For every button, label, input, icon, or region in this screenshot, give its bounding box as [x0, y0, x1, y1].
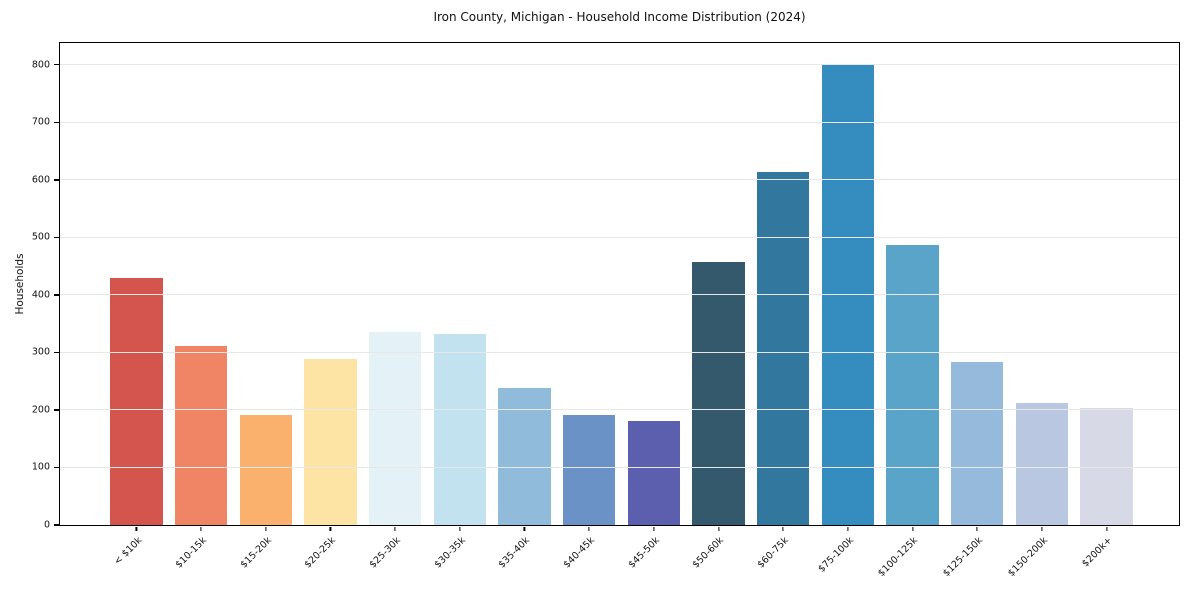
bar: [951, 361, 1004, 525]
bar: [110, 277, 163, 525]
x-tick-mark: [135, 526, 137, 531]
x-tick-mark: [523, 526, 526, 531]
y-axis-label: Households: [14, 253, 26, 315]
bar: [757, 172, 810, 525]
y-tick-label: 300: [31, 346, 50, 358]
bar: [562, 415, 616, 525]
y-tick-label: 0: [43, 519, 50, 531]
bar-slot: $40-45k: [557, 43, 622, 570]
x-tick-label: $60-75k: [755, 535, 791, 571]
bar-slot: $150-200k: [1006, 43, 1075, 579]
x-tick-label: $50-60k: [690, 535, 727, 571]
bar-slot: $50-60k: [686, 43, 751, 570]
bar: [1080, 407, 1133, 525]
y-tick-mark: [53, 294, 59, 296]
x-tick-label: $100-125k: [876, 535, 921, 580]
bar-slot: $60-75k: [751, 43, 816, 570]
bar: [239, 415, 292, 525]
x-tick-mark: [912, 526, 914, 531]
x-tick-label: $125-150k: [941, 535, 986, 580]
bar-slot: $30-35k: [427, 43, 492, 570]
x-tick-mark: [329, 526, 331, 531]
bar: [433, 334, 486, 525]
x-tick-label: $20-25k: [302, 535, 339, 571]
x-tick-mark: [653, 526, 655, 531]
y-tick-label: 400: [31, 289, 50, 301]
y-tick-mark: [53, 409, 59, 411]
y-tick-label: 600: [31, 174, 50, 186]
bar-slot: $15-20k: [233, 43, 298, 570]
x-tick-mark: [847, 526, 849, 531]
x-tick-label: $25-30k: [367, 535, 403, 571]
x-tick-mark: [717, 526, 720, 531]
x-tick-label: $30-35k: [432, 535, 468, 571]
y-tick-mark: [53, 64, 59, 66]
x-tick-mark: [1106, 526, 1108, 531]
x-tick-label: $10-15k: [173, 535, 209, 571]
x-tick-mark: [394, 526, 396, 531]
y-tick-label: 200: [31, 404, 50, 416]
x-tick-label: $35-40k: [496, 535, 533, 571]
y-tick-mark: [53, 179, 59, 181]
x-tick-label: $40-45k: [561, 535, 597, 571]
y-tick-mark: [53, 236, 59, 239]
bar: [498, 388, 551, 525]
x-tick-mark: [588, 526, 590, 531]
bar: [821, 64, 875, 525]
x-tick-mark: [200, 526, 202, 531]
x-tick-mark: [459, 526, 461, 531]
x-tick-label: $75-100k: [815, 535, 856, 575]
bar-slot: $45-50k: [622, 43, 687, 570]
plot-area: < $10k $10-15k $15-20k $20-25k $25-30k $30-35…: [32, 42, 1180, 579]
y-tick-mark: [53, 121, 59, 123]
bars-container: < $10k $10-15k $15-20k $20-25k $25-30k $30-35…: [104, 43, 1139, 579]
x-tick-label: $45-50k: [626, 535, 662, 571]
x-tick-label: $15-20k: [238, 535, 274, 571]
bar-slot: $75-100k: [816, 43, 881, 575]
bar-slot: < $10k: [104, 43, 169, 567]
y-tick-label: 100: [31, 461, 50, 473]
x-tick-mark: [976, 526, 978, 531]
bar: [304, 359, 357, 525]
x-tick-mark: [265, 526, 267, 531]
y-tick-label: 700: [31, 116, 50, 128]
y-tick-label: 500: [31, 231, 50, 243]
x-tick-label: $150-200k: [1005, 535, 1050, 580]
bar: [692, 262, 745, 525]
bar: [627, 420, 681, 525]
bar: [368, 332, 422, 525]
bar-slot: $125-150k: [941, 43, 1010, 579]
bar: [174, 346, 228, 525]
y-tick-label: 800: [31, 59, 50, 71]
y-tick-mark: [53, 524, 59, 526]
x-tick-mark: [782, 526, 784, 531]
bar-slot: $20-25k: [298, 43, 363, 570]
x-tick-label: < $10k: [111, 535, 145, 568]
x-tick-label: $200k+: [1080, 535, 1115, 570]
chart-title: Iron County, Michigan - Household Income…: [433, 10, 806, 24]
y-tick-mark: [53, 351, 59, 354]
bar-slot: $10-15k: [169, 43, 234, 570]
bar-slot: $35-40k: [492, 43, 557, 570]
bar-slot: $200k+: [1074, 43, 1139, 569]
bar: [886, 244, 939, 525]
bar-slot: $25-30k: [363, 43, 428, 570]
bar: [1015, 402, 1069, 525]
x-tick-mark: [1041, 526, 1043, 531]
bar-slot: $100-125k: [876, 43, 945, 579]
y-tick-mark: [53, 466, 59, 469]
